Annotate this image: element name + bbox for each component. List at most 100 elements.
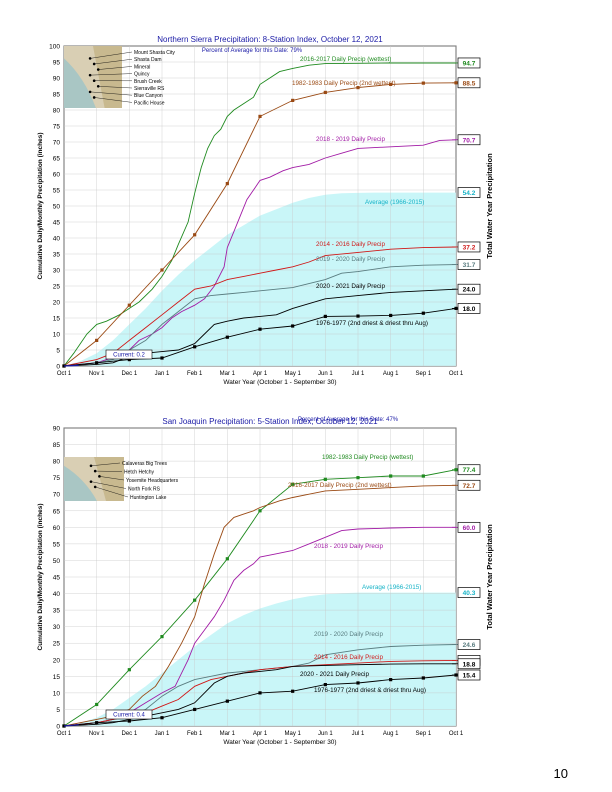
series-point bbox=[389, 313, 393, 318]
series-point bbox=[421, 311, 425, 315]
series-label: 2018 - 2019 Daily Precip bbox=[316, 136, 385, 143]
y-tick-label: 40 bbox=[53, 591, 61, 598]
map-water bbox=[64, 58, 96, 108]
x-tick-label: Mar 1 bbox=[220, 731, 236, 737]
station-marker bbox=[92, 96, 96, 99]
station-leader bbox=[90, 462, 121, 466]
total-box bbox=[457, 479, 481, 491]
y-tick-label: 50 bbox=[53, 558, 61, 565]
series-point bbox=[291, 689, 295, 693]
series-point bbox=[193, 707, 197, 712]
total-value: 24.6 bbox=[463, 642, 476, 649]
y-axis-right-label: Total Water Year Precipitation bbox=[485, 524, 494, 630]
y-tick-label: 75 bbox=[53, 124, 61, 131]
x-tick-label: Jan 1 bbox=[155, 731, 170, 737]
y-tick-label: 55 bbox=[53, 188, 61, 195]
average-label: Average (1966-2015) bbox=[362, 584, 421, 591]
y-axis-label: Cumulative Daily/Monthly Precipitation (… bbox=[37, 504, 44, 651]
total-box bbox=[457, 283, 481, 295]
total-value: 37.2 bbox=[463, 244, 476, 251]
station-label: Shasta Dam bbox=[134, 57, 162, 63]
total-value: 70.7 bbox=[463, 137, 476, 144]
station-label: Brush Creek bbox=[134, 79, 162, 85]
current-box bbox=[105, 349, 153, 360]
series-point bbox=[225, 335, 229, 339]
station-label: North Fork RS bbox=[128, 487, 161, 493]
x-tick-label: Oct 1 bbox=[449, 731, 464, 737]
series-label: 2019 - 2020 Daily Precip bbox=[316, 256, 385, 263]
x-tick-label: Sep 1 bbox=[415, 731, 431, 737]
y-tick-label: 65 bbox=[53, 508, 61, 515]
series-point bbox=[323, 683, 327, 687]
y-tick-label: 30 bbox=[53, 268, 61, 275]
series-line bbox=[63, 139, 457, 367]
x-axis-label: Water Year (October 1 - September 30) bbox=[223, 739, 336, 746]
y-tick-label: 45 bbox=[53, 575, 61, 582]
series-point bbox=[389, 82, 393, 86]
station-marker bbox=[88, 57, 92, 60]
y-tick-label: 50 bbox=[53, 204, 61, 211]
series-point bbox=[291, 482, 295, 486]
station-label: Mineral bbox=[134, 64, 150, 70]
y-tick-label: 30 bbox=[53, 624, 61, 631]
x-tick-label: Oct 1 bbox=[449, 371, 464, 377]
series-point bbox=[225, 557, 229, 561]
series-label: 1976-1977 (2nd driest & driest thru Aug) bbox=[316, 320, 428, 327]
station-leader bbox=[90, 481, 127, 489]
station-label: Mount Shasta City bbox=[134, 50, 175, 56]
y-tick-label: 80 bbox=[53, 108, 61, 115]
total-box bbox=[457, 639, 481, 650]
y-tick-label: 0 bbox=[56, 364, 60, 371]
series-point bbox=[160, 716, 164, 720]
average-total-value: 40.3 bbox=[463, 590, 476, 597]
station-leader bbox=[95, 486, 129, 498]
station-map: Calaveras Big Trees Hetch Hetchy Yosemite … bbox=[64, 457, 179, 501]
series-point bbox=[356, 681, 360, 685]
series-point bbox=[258, 509, 262, 513]
total-value: 88.5 bbox=[463, 80, 476, 87]
y-tick-label: 55 bbox=[53, 541, 61, 548]
map-water bbox=[64, 465, 97, 501]
series-label: 2019 - 2020 Daily Precip bbox=[314, 631, 383, 638]
percent-note: Percent of Average for this Date: 47% bbox=[298, 417, 399, 423]
x-tick-label: Jul 1 bbox=[352, 371, 365, 377]
station-marker bbox=[88, 73, 92, 77]
y-tick-label: 80 bbox=[53, 459, 61, 466]
station-leader bbox=[98, 86, 133, 89]
x-tick-label: Apr 1 bbox=[253, 371, 268, 377]
series-point bbox=[421, 676, 425, 680]
total-box bbox=[457, 57, 481, 69]
y-tick-label: 20 bbox=[53, 300, 61, 307]
chart-2: San Joaquin Precipitation: 5-Station Ind… bbox=[37, 417, 494, 746]
map-mountains bbox=[94, 457, 124, 501]
page-number: 10 bbox=[553, 766, 568, 781]
series-point bbox=[160, 356, 164, 360]
y-tick-label: 60 bbox=[53, 525, 61, 532]
total-box bbox=[457, 259, 481, 270]
current-label: Current: 0.2 bbox=[113, 353, 145, 359]
series-point bbox=[95, 721, 99, 725]
total-value: 18.0 bbox=[463, 306, 476, 313]
current-box bbox=[105, 709, 153, 720]
station-leader bbox=[94, 59, 133, 65]
y-tick-label: 65 bbox=[53, 156, 61, 163]
station-leader bbox=[98, 66, 133, 70]
y-tick-label: 15 bbox=[53, 316, 61, 323]
y-tick-label: 40 bbox=[53, 236, 61, 243]
x-axis-label: Water Year (October 1 - September 30) bbox=[223, 379, 336, 386]
series-point bbox=[258, 327, 262, 331]
total-value: 31.7 bbox=[463, 262, 476, 269]
series-point bbox=[389, 678, 393, 682]
series-line bbox=[63, 264, 457, 367]
x-tick-label: Jun 1 bbox=[318, 731, 333, 737]
total-box bbox=[457, 77, 481, 89]
series-point bbox=[127, 719, 131, 723]
y-tick-label: 10 bbox=[53, 332, 61, 339]
station-label: Huntington Lake bbox=[130, 495, 167, 501]
series-point bbox=[323, 90, 327, 94]
series-point bbox=[323, 314, 327, 318]
series-line bbox=[63, 484, 457, 727]
series-point bbox=[356, 476, 360, 480]
series-point bbox=[95, 338, 99, 342]
